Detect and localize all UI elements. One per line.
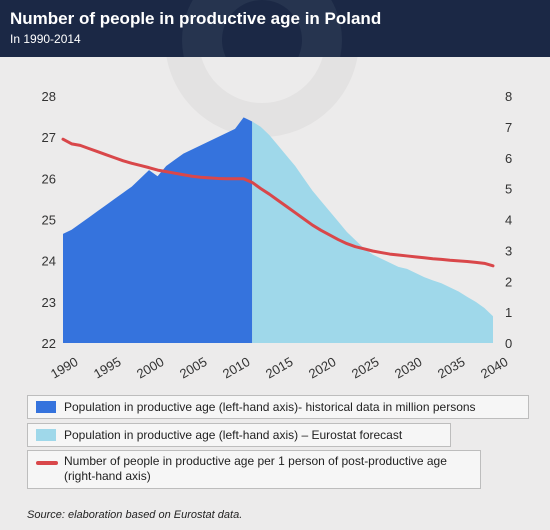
historical-area [63, 117, 253, 343]
legend-swatch-ratio [36, 461, 58, 465]
left-axis-tick-label: 25 [42, 213, 56, 228]
chart-panel: 22 23 24 25 26 27 28 0 1 2 3 4 5 6 7 8 1990 1995 2000 2005 2… [0, 57, 550, 530]
x-axis-tick-label: 2015 [263, 354, 296, 381]
x-axis-tick-label: 2025 [349, 354, 382, 381]
legend-item-forecast: Population in productive age (left-hand … [27, 423, 451, 447]
legend-label-ratio: Number of people in productive age per 1… [64, 454, 447, 483]
right-axis-tick-label: 4 [505, 213, 512, 228]
x-axis-tick-label: 1995 [91, 354, 124, 381]
right-axis-tick-label: 8 [505, 89, 512, 104]
chart-header: Number of people in productive age in Po… [0, 0, 550, 57]
right-axis-tick-label: 7 [505, 120, 512, 135]
x-axis-tick-label: 2010 [220, 354, 253, 381]
right-axis-tick-label: 0 [505, 336, 512, 351]
left-axis-tick-label: 26 [42, 171, 56, 186]
legend-label-forecast: Population in productive age (left-hand … [64, 428, 403, 442]
right-axis-tick-label: 5 [505, 182, 512, 197]
chart-subtitle: In 1990-2014 [10, 32, 81, 46]
decorative-watermark [182, 0, 342, 57]
legend-item-historical: Population in productive age (left-hand … [27, 395, 529, 419]
legend-item-ratio: Number of people in productive age per 1… [27, 450, 481, 489]
right-axis-tick-label: 3 [505, 243, 512, 258]
left-axis-tick-label: 27 [42, 130, 56, 145]
legend-swatch-historical [36, 401, 56, 413]
left-axis-tick-label: 28 [42, 89, 56, 104]
x-axis-tick-label: 2040 [478, 354, 511, 381]
left-axis-tick-label: 23 [42, 295, 56, 310]
right-axis-tick-label: 1 [505, 305, 512, 320]
source-note: Source: elaboration based on Eurostat da… [27, 509, 243, 521]
chart-title: Number of people in productive age in Po… [10, 9, 382, 28]
x-axis-tick-label: 2000 [134, 354, 167, 381]
x-axis-tick-label: 2035 [435, 354, 468, 381]
x-axis-tick-label: 2005 [177, 354, 210, 381]
legend-label-historical: Population in productive age (left-hand … [64, 400, 476, 414]
forecast-area [252, 121, 493, 344]
right-axis-tick-label: 2 [505, 274, 512, 289]
left-axis-tick-label: 24 [42, 254, 56, 269]
x-axis-tick-label: 2030 [392, 354, 425, 381]
left-axis-tick-label: 22 [42, 336, 56, 351]
decorative-ring [166, 57, 358, 137]
x-axis-tick-label: 1990 [48, 354, 81, 381]
x-axis-tick-label: 2020 [306, 354, 339, 381]
legend-swatch-forecast [36, 429, 56, 441]
ratio-line [61, 137, 495, 268]
right-axis-tick-label: 6 [505, 151, 512, 166]
